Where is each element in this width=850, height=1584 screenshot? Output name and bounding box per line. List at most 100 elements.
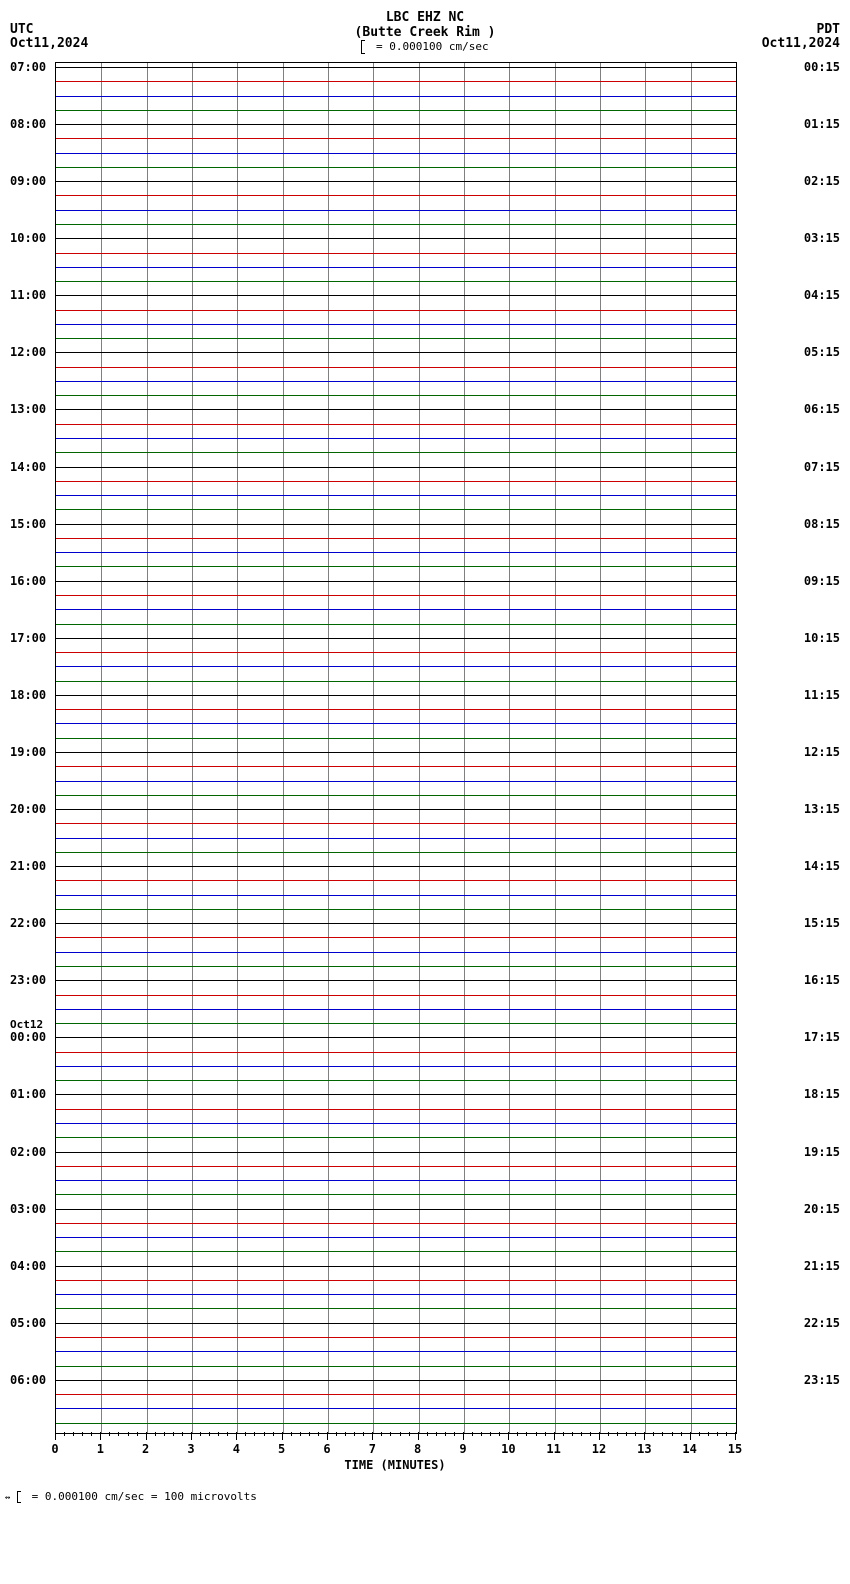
pdt-time-label: 11:15 <box>804 688 840 702</box>
x-tick-minor <box>581 1432 582 1436</box>
utc-time-label: 16:00 <box>10 574 46 588</box>
seismic-trace <box>56 823 736 825</box>
x-tick <box>554 1432 555 1440</box>
utc-time-label: 09:00 <box>10 174 46 188</box>
pdt-time-label: 08:15 <box>804 517 840 531</box>
seismic-trace <box>56 595 736 597</box>
x-tick-minor <box>273 1432 274 1436</box>
x-tick-minor <box>227 1432 228 1436</box>
x-tick-minor <box>436 1432 437 1436</box>
seismic-trace <box>56 481 736 483</box>
x-tick-minor <box>717 1432 718 1436</box>
pdt-time-label: 09:15 <box>804 574 840 588</box>
x-tick-minor <box>490 1432 491 1436</box>
x-tick-label: 3 <box>187 1442 194 1456</box>
utc-time-label: 22:00 <box>10 916 46 930</box>
x-tick-label: 11 <box>546 1442 560 1456</box>
seismic-trace <box>56 224 736 226</box>
seismic-trace <box>56 1251 736 1253</box>
seismic-trace <box>56 1266 736 1268</box>
seismic-trace <box>56 1237 736 1239</box>
pdt-time-label: 16:15 <box>804 973 840 987</box>
x-tick-label: 4 <box>233 1442 240 1456</box>
x-tick <box>463 1432 464 1440</box>
seismic-trace <box>56 895 736 897</box>
seismic-trace <box>56 424 736 426</box>
x-tick-minor <box>635 1432 636 1436</box>
x-tick-minor <box>245 1432 246 1436</box>
x-tick-minor <box>653 1432 654 1436</box>
utc-time-label: 02:00 <box>10 1145 46 1159</box>
pdt-time-label: 00:15 <box>804 60 840 74</box>
station-name: (Butte Creek Rim ) <box>0 25 850 40</box>
seismic-trace <box>56 281 736 283</box>
seismic-trace <box>56 980 736 982</box>
x-tick-minor <box>454 1432 455 1436</box>
seismic-trace <box>56 1380 736 1382</box>
x-tick-minor <box>409 1432 410 1436</box>
seismic-trace <box>56 909 736 911</box>
x-tick-minor <box>155 1432 156 1436</box>
seismic-trace <box>56 295 736 297</box>
x-tick-minor <box>73 1432 74 1436</box>
x-tick <box>236 1432 237 1440</box>
pdt-time-label: 20:15 <box>804 1202 840 1216</box>
utc-time-label: 07:00 <box>10 60 46 74</box>
x-tick-minor <box>608 1432 609 1436</box>
seismic-trace <box>56 96 736 98</box>
x-tick-minor <box>264 1432 265 1436</box>
utc-time-label: 23:00 <box>10 973 46 987</box>
seismic-trace <box>56 267 736 269</box>
seismic-trace <box>56 438 736 440</box>
utc-time-label: 14:00 <box>10 460 46 474</box>
scale-indicator: = 0.000100 cm/sec <box>0 40 850 54</box>
x-tick-label: 15 <box>728 1442 742 1456</box>
seismic-trace <box>56 624 736 626</box>
helicorder-container: LBC EHZ NC (Butte Creek Rim ) = 0.000100… <box>0 0 850 1584</box>
utc-time-label: 08:00 <box>10 117 46 131</box>
x-tick-minor <box>517 1432 518 1436</box>
date-left: Oct11,2024 <box>10 36 88 51</box>
seismic-trace <box>56 1037 736 1039</box>
pdt-time-label: 02:15 <box>804 174 840 188</box>
seismic-trace <box>56 666 736 668</box>
x-tick-label: 8 <box>414 1442 421 1456</box>
x-tick-label: 0 <box>51 1442 58 1456</box>
x-tick-label: 1 <box>97 1442 104 1456</box>
x-tick <box>599 1432 600 1440</box>
seismic-trace <box>56 1294 736 1296</box>
x-tick-minor <box>82 1432 83 1436</box>
pdt-time-label: 13:15 <box>804 802 840 816</box>
x-tick <box>282 1432 283 1440</box>
seismic-trace <box>56 324 736 326</box>
x-tick-minor <box>472 1432 473 1436</box>
x-tick-minor <box>545 1432 546 1436</box>
x-tick <box>55 1432 56 1440</box>
seismic-trace <box>56 1280 736 1282</box>
seismic-trace <box>56 1323 736 1325</box>
pdt-time-label: 05:15 <box>804 345 840 359</box>
seismic-trace <box>56 723 736 725</box>
x-tick-minor <box>309 1432 310 1436</box>
seismic-trace <box>56 181 736 183</box>
x-tick-label: 7 <box>369 1442 376 1456</box>
seismic-trace <box>56 923 736 925</box>
x-tick-minor <box>699 1432 700 1436</box>
seismic-trace <box>56 538 736 540</box>
seismic-trace <box>56 452 736 454</box>
seismic-trace <box>56 153 736 155</box>
seismic-trace <box>56 1066 736 1068</box>
utc-time-label: 19:00 <box>10 745 46 759</box>
pdt-time-label: 17:15 <box>804 1030 840 1044</box>
timezone-right: PDT <box>817 22 840 37</box>
x-tick <box>418 1432 419 1440</box>
seismic-trace <box>56 1194 736 1196</box>
seismic-trace <box>56 566 736 568</box>
x-tick <box>644 1432 645 1440</box>
x-tick-minor <box>173 1432 174 1436</box>
seismic-trace <box>56 880 736 882</box>
x-tick-minor <box>300 1432 301 1436</box>
seismic-trace <box>56 509 736 511</box>
seismic-trace <box>56 1009 736 1011</box>
seismic-trace <box>56 1180 736 1182</box>
